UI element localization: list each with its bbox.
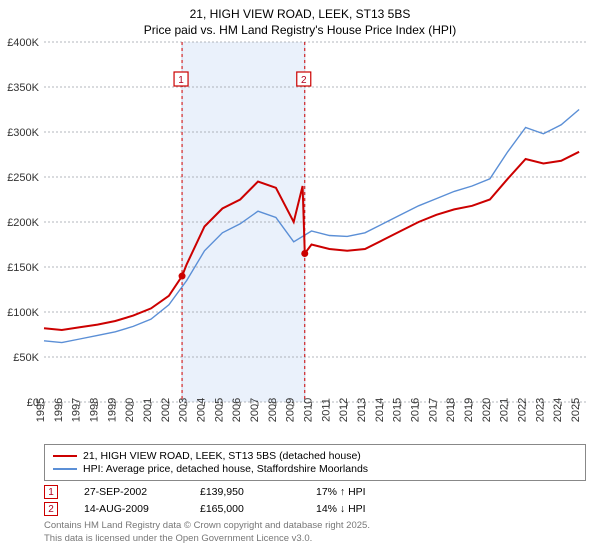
legend-swatch bbox=[53, 455, 77, 457]
svg-text:2011: 2011 bbox=[320, 399, 332, 423]
svg-text:£350K: £350K bbox=[7, 82, 39, 94]
sale-price: £165,000 bbox=[200, 503, 290, 515]
legend: 21, HIGH VIEW ROAD, LEEK, ST13 5BS (deta… bbox=[44, 444, 586, 481]
svg-text:£400K: £400K bbox=[7, 38, 39, 49]
sales-table: 1 27-SEP-2002 £139,950 17% ↑ HPI 2 14-AU… bbox=[44, 485, 586, 516]
svg-text:2022: 2022 bbox=[517, 398, 529, 422]
footer: Contains HM Land Registry data © Crown c… bbox=[44, 520, 586, 545]
svg-text:2025: 2025 bbox=[570, 398, 582, 422]
svg-text:1998: 1998 bbox=[89, 398, 101, 422]
table-row: 2 14-AUG-2009 £165,000 14% ↓ HPI bbox=[44, 502, 586, 516]
svg-text:£300K: £300K bbox=[7, 127, 39, 139]
legend-swatch bbox=[53, 468, 77, 470]
svg-text:2012: 2012 bbox=[338, 398, 350, 422]
svg-text:2024: 2024 bbox=[552, 398, 564, 422]
sale-marker-icon: 2 bbox=[44, 502, 58, 516]
svg-text:2018: 2018 bbox=[445, 398, 457, 422]
svg-text:£250K: £250K bbox=[7, 172, 39, 184]
legend-label: HPI: Average price, detached house, Staf… bbox=[83, 463, 368, 475]
svg-text:1996: 1996 bbox=[53, 398, 65, 422]
svg-text:2008: 2008 bbox=[267, 398, 279, 422]
svg-text:2009: 2009 bbox=[285, 398, 297, 422]
svg-text:2020: 2020 bbox=[481, 398, 493, 422]
footer-line2: This data is licensed under the Open Gov… bbox=[44, 533, 586, 545]
svg-text:2010: 2010 bbox=[303, 398, 315, 422]
svg-text:1999: 1999 bbox=[106, 398, 118, 422]
svg-text:£200K: £200K bbox=[7, 217, 39, 229]
title-line1: 21, HIGH VIEW ROAD, LEEK, ST13 5BS bbox=[0, 6, 600, 22]
legend-item: 21, HIGH VIEW ROAD, LEEK, ST13 5BS (deta… bbox=[53, 450, 577, 462]
footer-line1: Contains HM Land Registry data © Crown c… bbox=[44, 520, 586, 532]
svg-text:2017: 2017 bbox=[427, 398, 439, 422]
svg-text:1: 1 bbox=[178, 75, 184, 86]
line-chart-svg: £0£50K£100K£150K£200K£250K£300K£350K£400… bbox=[0, 38, 600, 438]
svg-text:1995: 1995 bbox=[35, 398, 47, 422]
svg-text:2003: 2003 bbox=[178, 398, 190, 422]
svg-text:2005: 2005 bbox=[213, 398, 225, 422]
svg-text:2002: 2002 bbox=[160, 398, 172, 422]
svg-text:2013: 2013 bbox=[356, 398, 368, 422]
svg-text:£150K: £150K bbox=[7, 262, 39, 274]
sale-delta: 14% ↓ HPI bbox=[316, 503, 406, 515]
svg-text:£50K: £50K bbox=[13, 352, 39, 364]
svg-text:£100K: £100K bbox=[7, 307, 39, 319]
chart-area: £0£50K£100K£150K£200K£250K£300K£350K£400… bbox=[0, 38, 600, 438]
legend-label: 21, HIGH VIEW ROAD, LEEK, ST13 5BS (deta… bbox=[83, 450, 361, 462]
svg-text:2000: 2000 bbox=[124, 398, 136, 422]
svg-text:2016: 2016 bbox=[410, 398, 422, 422]
svg-text:2023: 2023 bbox=[534, 398, 546, 422]
svg-text:2006: 2006 bbox=[231, 398, 243, 422]
title-line2: Price paid vs. HM Land Registry's House … bbox=[0, 22, 600, 38]
chart-title: 21, HIGH VIEW ROAD, LEEK, ST13 5BS Price… bbox=[0, 0, 600, 38]
sale-delta: 17% ↑ HPI bbox=[316, 486, 406, 498]
sale-date: 14-AUG-2009 bbox=[84, 503, 174, 515]
svg-text:2019: 2019 bbox=[463, 398, 475, 422]
svg-text:2014: 2014 bbox=[374, 398, 386, 422]
sale-date: 27-SEP-2002 bbox=[84, 486, 174, 498]
table-row: 1 27-SEP-2002 £139,950 17% ↑ HPI bbox=[44, 485, 586, 499]
legend-item: HPI: Average price, detached house, Staf… bbox=[53, 463, 577, 475]
svg-text:2004: 2004 bbox=[196, 398, 208, 422]
sale-price: £139,950 bbox=[200, 486, 290, 498]
svg-text:2001: 2001 bbox=[142, 398, 154, 422]
sale-marker-icon: 1 bbox=[44, 485, 58, 499]
svg-text:2015: 2015 bbox=[392, 398, 404, 422]
svg-text:2021: 2021 bbox=[499, 398, 511, 422]
svg-text:1997: 1997 bbox=[71, 398, 83, 422]
svg-text:2: 2 bbox=[301, 75, 307, 86]
svg-text:2007: 2007 bbox=[249, 398, 261, 422]
